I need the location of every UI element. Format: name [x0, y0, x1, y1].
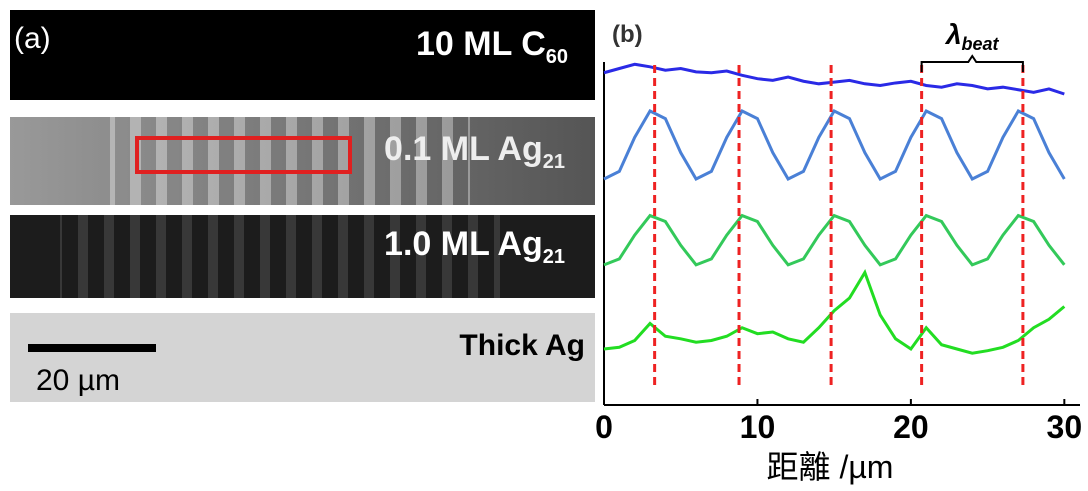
beat-brace	[920, 54, 1024, 72]
series-line	[603, 62, 1065, 96]
beat-annotation: λbeat	[944, 19, 1000, 54]
strip-label: 1.0 ML Ag21	[384, 225, 565, 268]
x-tick-label: 0	[595, 409, 613, 445]
strip-pattern	[60, 215, 500, 298]
series-line	[603, 109, 1066, 181]
series-line	[603, 269, 1066, 355]
roi-box	[135, 136, 352, 174]
x-axis-label: 距離 /µm	[767, 449, 894, 485]
strip-label: 0.1 ML Ag21	[384, 130, 565, 173]
strip-label: Thick Ag	[459, 329, 585, 362]
beat-symbol: λ	[944, 19, 962, 50]
panel-label: (a)	[14, 22, 51, 55]
beat-subscript: beat	[962, 34, 1000, 54]
scale-bar-label: 20 µm	[36, 364, 120, 397]
panel-label: (b)	[612, 21, 643, 48]
scale-bar	[28, 344, 156, 352]
x-tick-label: 30	[1047, 409, 1083, 445]
x-tick-label: 10	[740, 409, 776, 445]
strip	[10, 10, 595, 100]
series-line	[603, 213, 1066, 267]
x-tick-label: 20	[893, 409, 929, 445]
strip-label: 10 ML C60	[416, 25, 568, 68]
strip-pattern	[110, 117, 470, 205]
strip	[10, 313, 595, 402]
